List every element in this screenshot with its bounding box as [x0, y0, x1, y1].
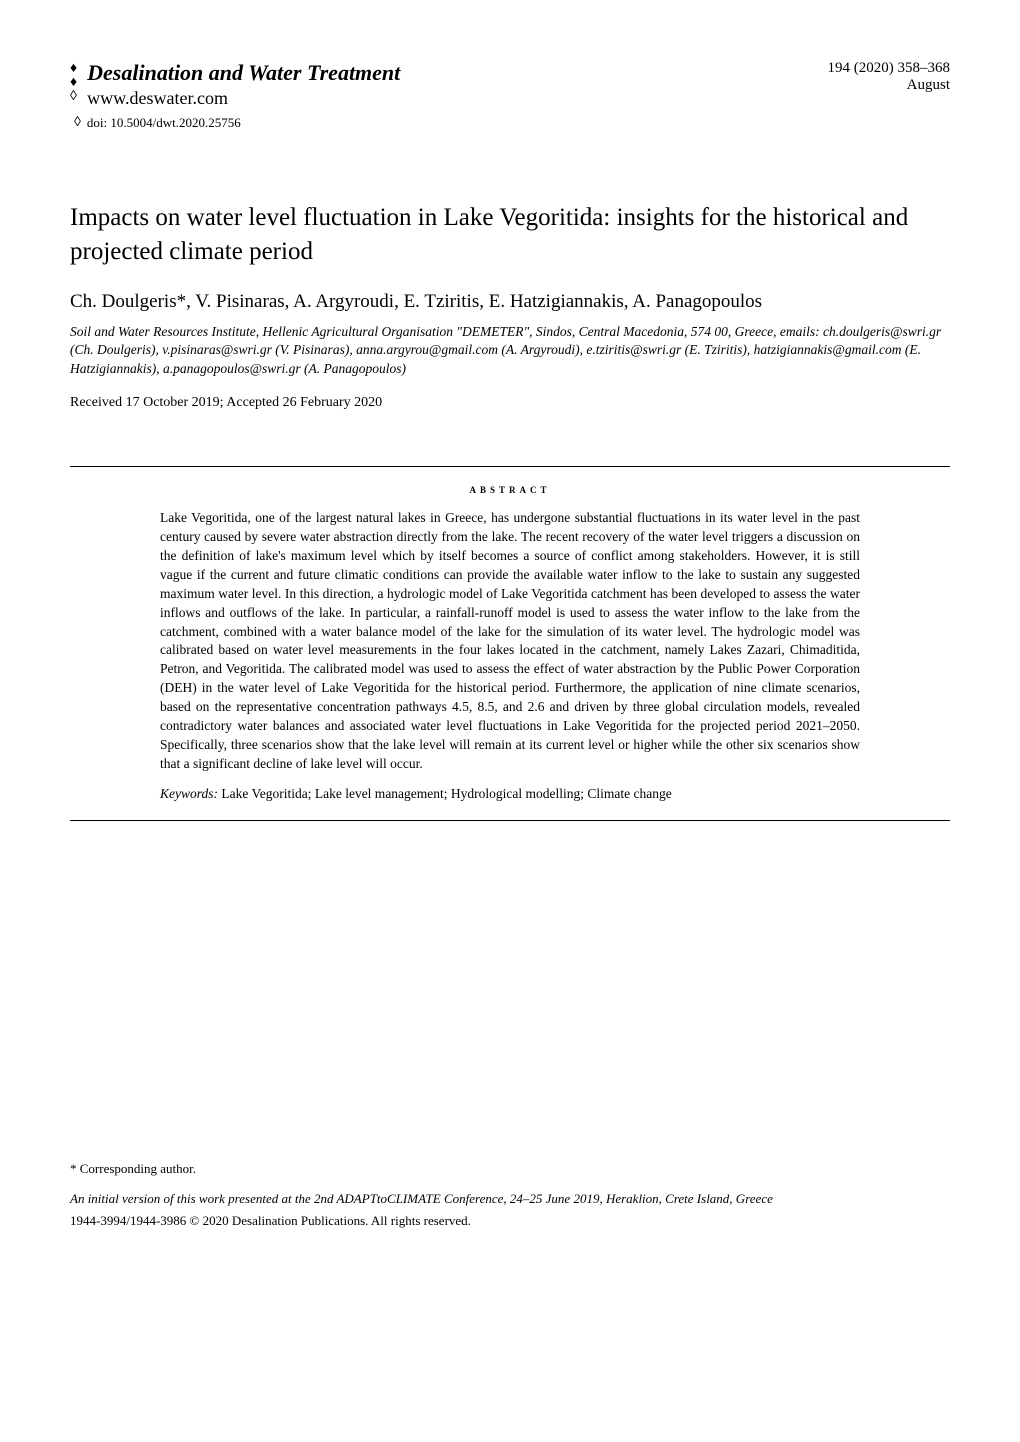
- authors: Ch. Doulgeris*, V. Pisinaras, A. Argyrou…: [70, 291, 950, 313]
- corresponding-author-note: * Corresponding author.: [70, 1161, 950, 1177]
- article-title: Impacts on water level fluctuation in La…: [70, 201, 950, 269]
- doi-text: doi: 10.5004/dwt.2020.25756: [87, 115, 241, 131]
- issue-citation: 194 (2020) 358–368: [828, 60, 951, 77]
- footer: * Corresponding author. An initial versi…: [70, 1161, 950, 1229]
- journal-block: ♦ ♦ ◊ Desalination and Water Treatment w…: [70, 60, 400, 109]
- issue-month: August: [828, 77, 951, 94]
- droplet-icons: ♦ ♦ ◊: [70, 62, 77, 104]
- droplet-icon: ♦: [70, 62, 77, 76]
- header-row: ♦ ♦ ◊ Desalination and Water Treatment w…: [70, 60, 950, 109]
- abstract-heading: abstract: [70, 481, 950, 497]
- keywords: Keywords: Lake Vegoritida; Lake level ma…: [160, 786, 860, 802]
- droplet-icon: ♦: [70, 76, 77, 90]
- journal-text: Desalination and Water Treatment www.des…: [87, 60, 400, 109]
- copyright: 1944-3994/1944-3986 © 2020 Desalination …: [70, 1213, 950, 1229]
- keywords-label: Keywords:: [160, 786, 218, 801]
- conference-note: An initial version of this work presente…: [70, 1191, 950, 1207]
- received-dates: Received 17 October 2019; Accepted 26 Fe…: [70, 395, 950, 411]
- droplet-icon: ◊: [74, 115, 81, 131]
- abstract-body: Lake Vegoritida, one of the largest natu…: [160, 509, 860, 773]
- journal-title: Desalination and Water Treatment: [87, 60, 400, 86]
- divider: [70, 466, 950, 467]
- droplet-icon: ◊: [70, 90, 77, 104]
- journal-url: www.deswater.com: [87, 88, 400, 109]
- affiliation: Soil and Water Resources Institute, Hell…: [70, 323, 950, 380]
- keywords-text: Lake Vegoritida; Lake level management; …: [218, 786, 672, 801]
- doi-row: ◊ doi: 10.5004/dwt.2020.25756: [70, 115, 950, 131]
- issue-info: 194 (2020) 358–368 August: [828, 60, 951, 94]
- divider: [70, 820, 950, 821]
